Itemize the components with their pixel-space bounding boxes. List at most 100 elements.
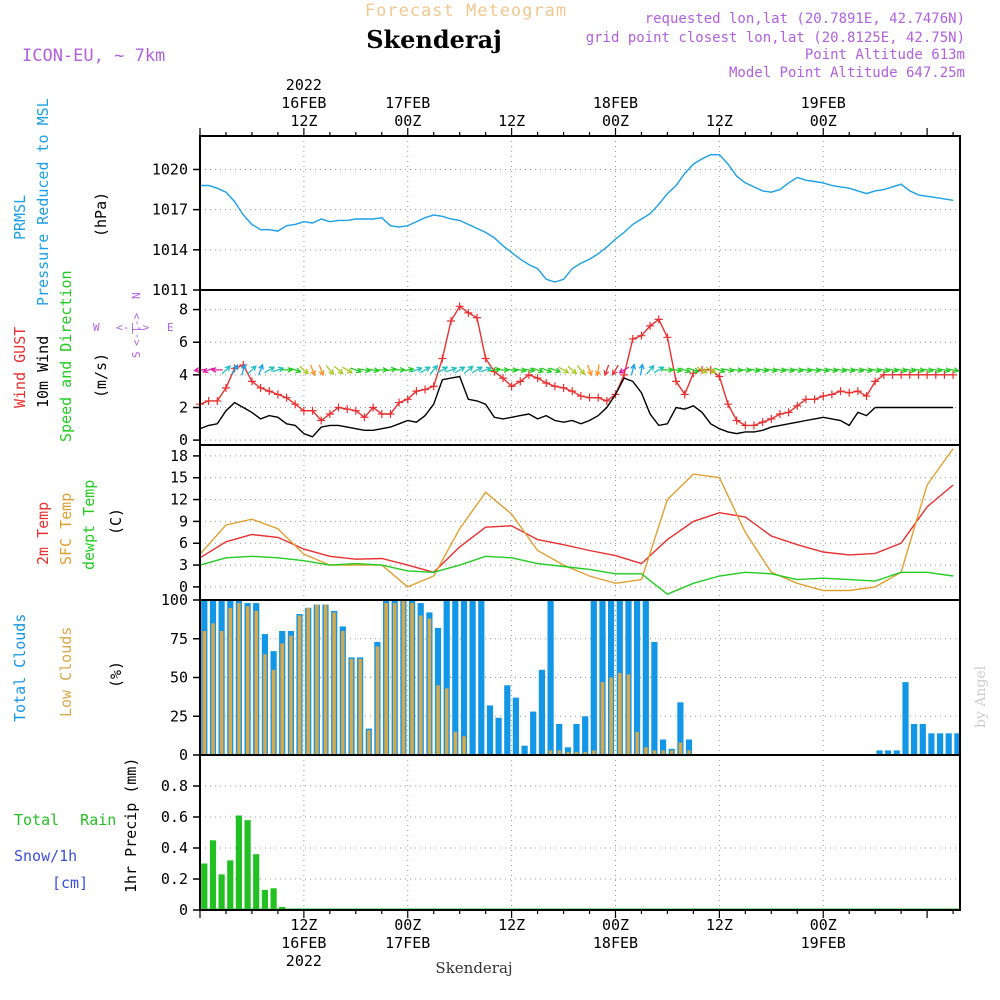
- low-cloud-bar: [367, 730, 371, 755]
- y-tick-label: 25: [170, 707, 188, 725]
- total-cloud-bar: [495, 717, 502, 755]
- gust-point: [351, 406, 360, 415]
- top-time-label: 00Z: [810, 112, 837, 130]
- series-line: [199, 555, 954, 596]
- low-cloud-bar: [306, 607, 310, 756]
- low-cloud-bar: [652, 750, 657, 755]
- gust-point: [317, 416, 326, 425]
- total-cloud-bar: [478, 600, 485, 755]
- wind-arrow: [594, 364, 601, 377]
- gust-point: [819, 392, 828, 401]
- y-tick-label: 0: [179, 901, 188, 919]
- gust-point: [897, 370, 906, 379]
- wind-arrow: [402, 366, 415, 373]
- wind-arrow: [258, 363, 264, 376]
- gust-point: [888, 370, 897, 379]
- rain-bar: [270, 888, 277, 910]
- low-cloud-bar: [211, 623, 215, 756]
- total-cloud-bar: [599, 600, 606, 755]
- wind-arrow: [612, 364, 619, 376]
- total-cloud-bar: [530, 711, 537, 755]
- model-label: ICON-EU, ~ 7km: [22, 46, 165, 66]
- gust-point: [853, 387, 862, 396]
- total-cloud-bar: [660, 739, 667, 755]
- model-altitude-label: Model Point Altitude 647.25m: [729, 65, 965, 81]
- low-cloud-bar: [393, 603, 397, 755]
- wind-arrow: [202, 367, 215, 374]
- total-cloud-bar: [642, 600, 649, 755]
- low-cloud-bar: [237, 603, 241, 755]
- low-cloud-bar: [600, 682, 605, 755]
- low-cloud-bar: [592, 750, 596, 755]
- wind-arrow: [221, 365, 231, 375]
- wind-arrow: [653, 366, 665, 374]
- low-cloud-bar: [626, 674, 631, 755]
- panel-frame: [199, 135, 961, 291]
- top-time-label: 00Z: [394, 112, 421, 130]
- gust-point: [550, 382, 559, 391]
- top-time-label: 17FEB: [385, 94, 430, 112]
- wind-arrow: [722, 367, 735, 374]
- wind-arrow: [895, 367, 908, 374]
- gust-point: [542, 379, 551, 387]
- y-tick-label: 6: [179, 333, 188, 351]
- low-cloud-bar: [436, 685, 440, 756]
- gust-point: [455, 302, 464, 311]
- low-cloud-bar: [574, 751, 579, 755]
- total-cloud-bar: [928, 733, 935, 755]
- y-tick-label: 0: [179, 431, 188, 449]
- wind-arrow: [878, 367, 891, 374]
- total-cloud-bar: [954, 733, 961, 755]
- low-cloud-bar: [670, 750, 674, 755]
- total-cloud-bar: [885, 750, 892, 755]
- wind-arrow: [333, 365, 344, 375]
- 2m-temp-label: 2m Temp: [34, 502, 52, 565]
- y-tick-label: 0.8: [161, 777, 188, 795]
- gust-point: [879, 370, 888, 379]
- total-cloud-bar: [902, 682, 909, 755]
- total-cloud-bar: [876, 750, 883, 755]
- gust-point: [447, 317, 456, 325]
- gust-point: [299, 406, 308, 415]
- wind-arrow: [947, 367, 960, 374]
- gust-point: [291, 400, 300, 409]
- gust-point: [498, 374, 507, 383]
- wind-arrow: [437, 366, 449, 374]
- precip-panel: 0 0.2 0.4 0.6 0.8: [161, 754, 961, 919]
- y-tick-label: 0: [179, 746, 188, 764]
- wind-arrow: [696, 366, 708, 374]
- low-cloud-bar: [609, 677, 613, 755]
- y-tick-label: 75: [170, 630, 188, 648]
- percent-unit-label: (%): [107, 661, 125, 688]
- gust-point: [516, 377, 525, 386]
- snow-unit-label: [cm]: [52, 874, 88, 892]
- wind-compass: N <-|-> W E S <-|->: [93, 292, 174, 358]
- wind-arrow: [576, 365, 586, 376]
- gust-point: [204, 396, 213, 405]
- total-cloud-bar: [556, 724, 563, 755]
- top-time-label: 12Z: [498, 112, 525, 130]
- prmsl-label: PRMSL: [11, 195, 29, 240]
- low-cloud-bar: [245, 606, 250, 755]
- top-time-label: 12Z: [290, 112, 317, 130]
- gust-point: [784, 408, 793, 417]
- gust-point: [914, 370, 923, 379]
- gust-point: [775, 410, 784, 418]
- gust-point: [767, 414, 776, 423]
- series-line: [199, 484, 954, 574]
- low-cloud-bar: [427, 618, 432, 755]
- 10m-wind-label: 10m Wind: [34, 336, 52, 408]
- wind-arrow: [289, 367, 302, 374]
- wind-arrow: [638, 363, 645, 376]
- panel-frame: [199, 444, 961, 601]
- low-cloud-bar: [289, 635, 293, 755]
- low-cloud-bar: [349, 658, 354, 755]
- total-cloud-bar: [919, 724, 926, 755]
- wind-arrow: [886, 367, 900, 374]
- gust-point: [568, 387, 577, 396]
- gust-point: [421, 385, 430, 394]
- total-cloud-bar: [469, 600, 476, 755]
- rain-bar: [253, 854, 260, 910]
- low-cloud-bar: [410, 603, 414, 755]
- gust-point: [672, 377, 681, 386]
